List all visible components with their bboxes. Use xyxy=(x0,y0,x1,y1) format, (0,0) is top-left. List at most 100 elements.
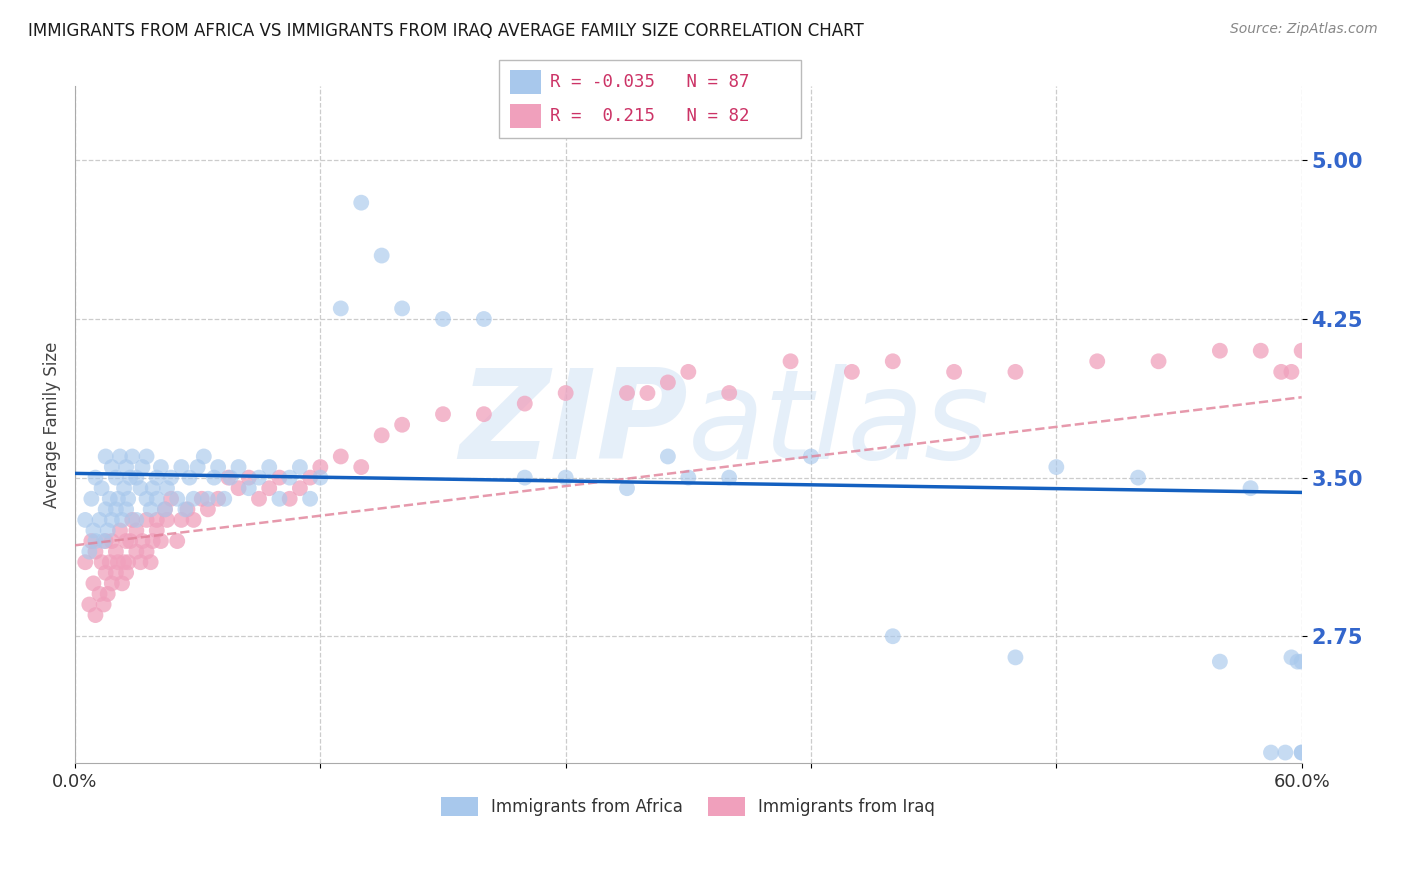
Point xyxy=(107,555,129,569)
Point xyxy=(112,481,135,495)
Point xyxy=(247,470,270,484)
Point xyxy=(391,301,413,316)
Point xyxy=(183,513,205,527)
Point xyxy=(779,354,801,368)
Point xyxy=(1004,365,1026,379)
Point xyxy=(84,608,107,623)
Point xyxy=(135,491,157,506)
Point xyxy=(657,450,679,464)
Point xyxy=(1291,343,1313,358)
Point xyxy=(1147,354,1170,368)
Point xyxy=(125,524,148,538)
Point xyxy=(115,502,138,516)
Point xyxy=(257,460,280,475)
Text: R = -0.035   N = 87: R = -0.035 N = 87 xyxy=(550,73,749,91)
Point xyxy=(1291,746,1313,760)
Point xyxy=(197,491,219,506)
Point xyxy=(238,470,260,484)
Point xyxy=(89,587,111,601)
Point xyxy=(299,470,322,484)
Point xyxy=(135,544,157,558)
Point xyxy=(718,386,741,401)
Point xyxy=(146,491,169,506)
Point xyxy=(187,460,209,475)
Point xyxy=(179,470,201,484)
Point xyxy=(149,460,172,475)
Point xyxy=(1286,655,1309,669)
Point xyxy=(554,386,576,401)
Point xyxy=(228,481,250,495)
Point xyxy=(101,460,124,475)
Point xyxy=(75,513,97,527)
Point xyxy=(718,470,741,484)
Point xyxy=(115,460,138,475)
Point xyxy=(238,481,260,495)
Point xyxy=(131,534,153,549)
Point xyxy=(153,502,176,516)
Point xyxy=(329,450,352,464)
Point xyxy=(197,502,219,516)
Legend: Immigrants from Africa, Immigrants from Iraq: Immigrants from Africa, Immigrants from … xyxy=(434,790,942,822)
Point xyxy=(146,524,169,538)
Point xyxy=(84,470,107,484)
Point xyxy=(120,470,142,484)
Point xyxy=(193,450,215,464)
Point xyxy=(135,513,157,527)
Point xyxy=(115,566,138,580)
Point xyxy=(75,555,97,569)
Point xyxy=(160,491,183,506)
Point xyxy=(212,491,235,506)
Point xyxy=(90,555,112,569)
Point xyxy=(309,470,332,484)
Point xyxy=(176,502,198,516)
Point xyxy=(1004,650,1026,665)
Point xyxy=(350,460,373,475)
Point xyxy=(115,534,138,549)
Point xyxy=(125,470,148,484)
Point xyxy=(111,576,134,591)
Point xyxy=(80,534,103,549)
Point xyxy=(156,481,179,495)
Point xyxy=(101,534,124,549)
Point xyxy=(943,365,966,379)
Point xyxy=(156,513,179,527)
Point xyxy=(121,513,143,527)
Point xyxy=(139,555,162,569)
Point xyxy=(636,386,658,401)
Point xyxy=(278,491,301,506)
Point xyxy=(207,460,229,475)
Point xyxy=(149,534,172,549)
Point xyxy=(370,428,392,442)
Point xyxy=(98,491,121,506)
Point xyxy=(135,450,157,464)
Text: R =  0.215   N = 82: R = 0.215 N = 82 xyxy=(550,107,749,125)
Point xyxy=(472,407,495,421)
Point xyxy=(432,312,454,326)
Point xyxy=(79,544,101,558)
Point xyxy=(146,470,169,484)
Point xyxy=(657,376,679,390)
Point xyxy=(1209,343,1232,358)
Point xyxy=(202,470,225,484)
Point xyxy=(269,470,291,484)
Point xyxy=(678,470,700,484)
Point xyxy=(84,534,107,549)
Point xyxy=(117,491,139,506)
Point xyxy=(108,450,131,464)
Point xyxy=(1045,460,1067,475)
Point xyxy=(104,470,127,484)
Point xyxy=(82,576,104,591)
Point xyxy=(432,407,454,421)
Text: IMMIGRANTS FROM AFRICA VS IMMIGRANTS FROM IRAQ AVERAGE FAMILY SIZE CORRELATION C: IMMIGRANTS FROM AFRICA VS IMMIGRANTS FRO… xyxy=(28,22,863,40)
Point xyxy=(1260,746,1282,760)
Point xyxy=(153,502,176,516)
Point xyxy=(142,534,165,549)
Point xyxy=(278,470,301,484)
Point xyxy=(309,460,332,475)
Point xyxy=(160,470,183,484)
Point xyxy=(104,566,127,580)
Point xyxy=(247,491,270,506)
Point xyxy=(104,544,127,558)
Point xyxy=(207,491,229,506)
Point xyxy=(800,450,823,464)
